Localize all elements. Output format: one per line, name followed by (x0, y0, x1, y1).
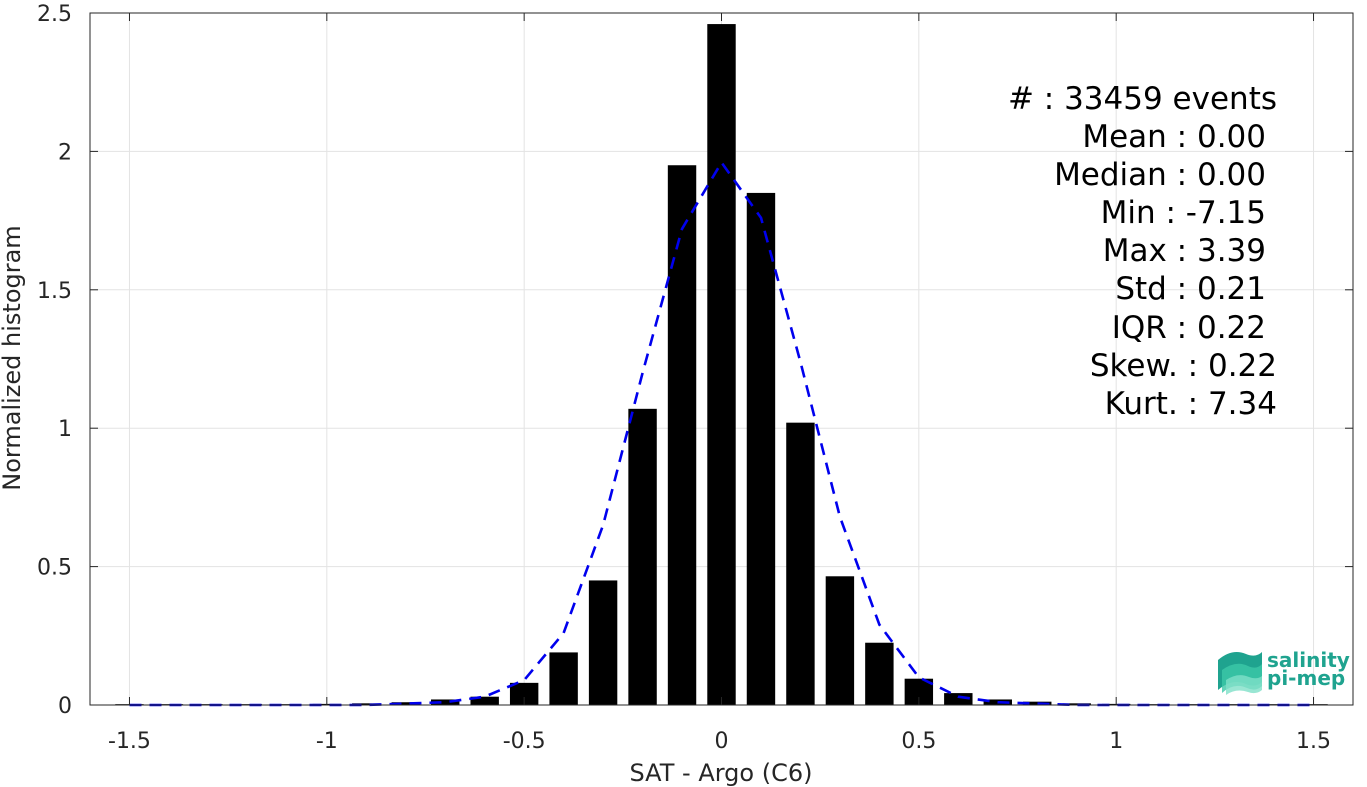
histogram-bar (470, 696, 499, 705)
histogram-bar (352, 703, 381, 705)
histogram-bar (391, 702, 420, 705)
histogram-bar (746, 192, 776, 706)
histogram-bar (944, 693, 973, 705)
x-tick-label: 1.5 (1296, 729, 1331, 754)
x-tick-label: 0.5 (901, 729, 936, 754)
stat-std: Std : 0.21 (1115, 271, 1266, 307)
histogram-bar (509, 682, 539, 705)
stats-box: # : 33459 events Mean : 0.00 Median : 0.… (1008, 81, 1277, 422)
x-tick-label: -1.5 (108, 729, 151, 754)
histogram-bar (786, 422, 815, 705)
stat-skew: Skew. : 0.22 (1090, 348, 1277, 384)
x-axis-ticks: -1.5 -1 -0.5 0 0.5 1 1.5 (108, 13, 1331, 754)
y-tick-label: 2.5 (37, 2, 72, 27)
salinity-pimep-logo: salinity pi-mep (1218, 648, 1350, 695)
x-tick-label: 0 (715, 729, 729, 754)
stat-max: Max : 3.39 (1103, 233, 1266, 269)
stat-kurt: Kurt. : 7.34 (1105, 386, 1277, 422)
histogram-bar (588, 580, 618, 705)
histogram-bars (115, 24, 1328, 706)
histogram-bar (1062, 703, 1091, 705)
stat-median: Median : 0.00 (1054, 157, 1266, 193)
x-tick-label: 1 (1109, 729, 1123, 754)
histogram-bar (707, 24, 736, 705)
y-tick-label: 1 (58, 417, 72, 442)
y-tick-label: 0.5 (37, 556, 72, 581)
y-tick-label: 2 (58, 140, 72, 165)
histogram-bar (1023, 701, 1052, 705)
histogram-bar (825, 576, 855, 705)
y-axis-ticks: 0 0.5 1 1.5 2 2.5 (37, 2, 1353, 719)
histogram-bar (667, 165, 697, 706)
histogram-bar (628, 408, 657, 705)
stat-iqr: IQR : 0.22 (1112, 310, 1266, 346)
histogram-bar (431, 699, 460, 705)
x-axis-title: SAT - Argo (C6) (630, 759, 813, 787)
y-axis-title: Normalized histogram (0, 225, 26, 490)
logo-text-pimep: pi-mep (1267, 666, 1345, 690)
histogram-bar (865, 642, 894, 705)
x-tick-label: -1 (316, 729, 338, 754)
stat-mean: Mean : 0.00 (1082, 119, 1266, 155)
stat-count: # : 33459 events (1008, 81, 1277, 117)
y-tick-label: 0 (58, 694, 72, 719)
x-tick-label: -0.5 (503, 729, 546, 754)
stat-min: Min : -7.15 (1101, 195, 1266, 231)
histogram-bar (549, 652, 578, 705)
fit-curve (129, 160, 1314, 707)
y-tick-label: 1.5 (37, 279, 72, 304)
logo-text-salinity: salinity (1267, 648, 1350, 672)
logo-wave-icon-3 (1226, 675, 1262, 695)
